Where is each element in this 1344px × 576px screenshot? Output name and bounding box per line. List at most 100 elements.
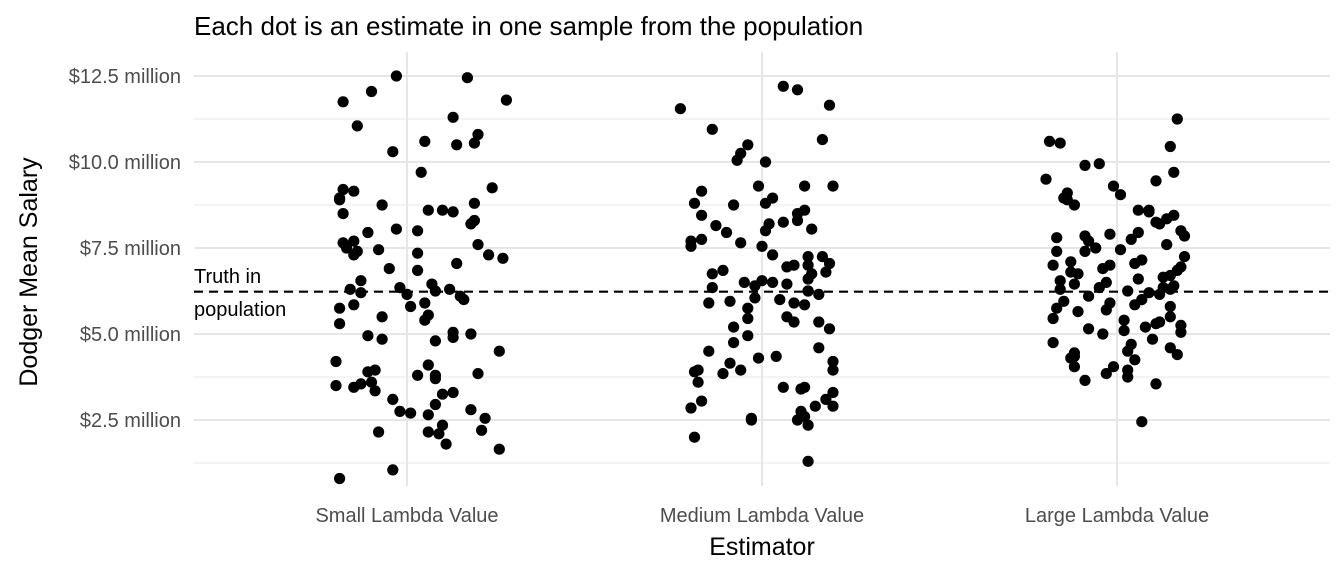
- data-point: [742, 330, 754, 342]
- data-point: [1079, 159, 1091, 171]
- data-point: [1079, 245, 1091, 257]
- data-point: [337, 183, 349, 196]
- data-point: [685, 240, 697, 252]
- y-tick-label: $7.5 million: [80, 238, 181, 260]
- data-point: [703, 297, 715, 309]
- data-point: [447, 386, 459, 399]
- data-point: [745, 414, 758, 426]
- data-point: [791, 84, 804, 96]
- data-point: [1118, 314, 1130, 326]
- data-point: [706, 268, 718, 280]
- data-point: [362, 366, 374, 378]
- data-point: [692, 364, 704, 376]
- data-point: [1040, 173, 1052, 185]
- data-point: [348, 299, 360, 311]
- data-point: [777, 381, 789, 393]
- data-point: [334, 318, 346, 330]
- data-point: [1132, 273, 1144, 285]
- data-point: [1068, 199, 1080, 211]
- data-point: [436, 204, 449, 216]
- data-point: [688, 431, 701, 443]
- data-point: [1093, 158, 1105, 170]
- data-point: [1068, 361, 1080, 373]
- data-point: [1114, 244, 1127, 256]
- data-point: [376, 199, 388, 211]
- data-point: [337, 96, 349, 108]
- data-point: [802, 419, 814, 431]
- data-point: [735, 237, 747, 249]
- data-point: [422, 359, 434, 371]
- x-axis-title: Estimator: [709, 533, 815, 561]
- data-point: [806, 223, 818, 235]
- x-axis-ticks: Small Lambda Value Medium Lambda Value Lar…: [315, 505, 1209, 527]
- data-point: [362, 226, 374, 239]
- data-point: [1093, 282, 1105, 294]
- data-point: [749, 292, 761, 304]
- data-point: [472, 239, 484, 251]
- y-tick-label: $12.5 million: [69, 66, 181, 88]
- data-point: [412, 225, 424, 237]
- data-point: [1072, 268, 1084, 280]
- data-point: [1122, 371, 1134, 383]
- data-point: [429, 285, 441, 297]
- data-point: [486, 182, 498, 194]
- data-point: [447, 206, 459, 218]
- data-point: [479, 412, 491, 424]
- data-point: [412, 369, 424, 381]
- data-point: [422, 204, 434, 216]
- x-tick-label: Large Lambda Value: [1025, 505, 1209, 527]
- data-point: [493, 345, 505, 357]
- data-point: [696, 233, 708, 245]
- data-point: [809, 400, 821, 412]
- data-point: [355, 287, 367, 299]
- data-point: [724, 357, 736, 369]
- data-point: [458, 294, 470, 306]
- data-point: [1104, 228, 1116, 240]
- data-point: [696, 185, 708, 197]
- data-point: [1100, 368, 1112, 380]
- data-point: [1129, 257, 1141, 270]
- data-point: [813, 316, 825, 328]
- data-point: [802, 251, 814, 263]
- data-point: [791, 214, 804, 227]
- data-point: [472, 368, 484, 380]
- data-point: [422, 409, 434, 421]
- data-point: [1107, 361, 1120, 373]
- y-tick-label: $10.0 million: [69, 152, 181, 174]
- data-point: [816, 251, 829, 263]
- data-point: [387, 393, 399, 405]
- data-point: [334, 194, 346, 206]
- data-point: [799, 299, 811, 311]
- y-tick-label: $2.5 million: [80, 410, 181, 432]
- grid: [194, 52, 1330, 486]
- data-point: [348, 249, 360, 261]
- truth-label: Truth in: [194, 266, 261, 288]
- data-point: [1129, 354, 1141, 366]
- data-point: [390, 70, 402, 82]
- data-point: [688, 197, 701, 209]
- data-point: [759, 225, 772, 237]
- data-point: [387, 464, 399, 476]
- data-point: [1083, 235, 1095, 247]
- data-point: [1054, 275, 1066, 287]
- data-point: [365, 376, 378, 388]
- data-point: [742, 139, 754, 151]
- data-point: [422, 426, 434, 438]
- data-point: [1154, 218, 1166, 230]
- data-point: [1161, 239, 1173, 251]
- data-point: [436, 419, 449, 431]
- data-point: [674, 103, 687, 115]
- data-point: [351, 120, 363, 132]
- data-point: [451, 257, 463, 270]
- data-point: [717, 264, 729, 276]
- data-point: [465, 218, 477, 230]
- data-point: [1065, 352, 1077, 364]
- data-point: [373, 426, 385, 438]
- data-point: [799, 180, 811, 192]
- data-point: [1058, 295, 1070, 307]
- data-point: [1054, 283, 1066, 295]
- data-point: [1146, 333, 1159, 345]
- y-axis-ticks: $2.5 million $5.0 million $7.5 million $10.…: [69, 66, 181, 432]
- data-point: [447, 111, 459, 123]
- data-point: [802, 285, 814, 297]
